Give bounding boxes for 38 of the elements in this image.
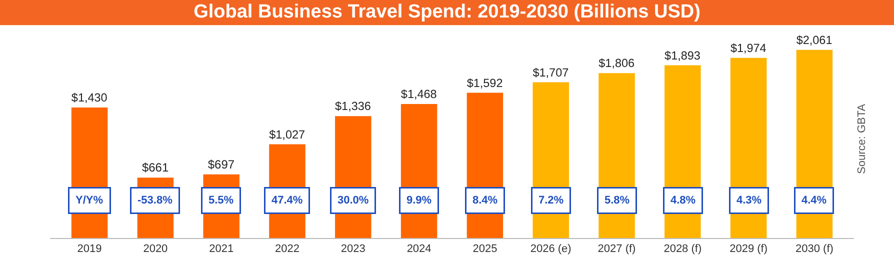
x-tick-label: 2026 (e) xyxy=(530,243,572,256)
x-tick-label: 2029 (f) xyxy=(730,243,768,256)
data-label: $1,592 xyxy=(466,76,503,90)
data-label: $1,336 xyxy=(335,100,372,114)
data-label: $2,061 xyxy=(796,34,832,47)
x-tick-label: 2027 (f) xyxy=(598,243,636,256)
x-tick-label: 2019 xyxy=(77,243,102,256)
data-label: $1,468 xyxy=(400,88,438,102)
annotation: Y/Y% xyxy=(76,194,104,206)
data-label: $1,430 xyxy=(71,92,108,105)
data-label: $1,974 xyxy=(730,42,767,55)
data-label: $1,893 xyxy=(664,49,701,62)
annotation: 5.8% xyxy=(604,194,630,206)
annotation: 8.4% xyxy=(472,194,498,206)
data-label: $661 xyxy=(142,160,169,175)
x-tick-label: 2022 xyxy=(275,243,300,256)
annotation: 5.5% xyxy=(208,194,234,206)
annotation: 30.0% xyxy=(338,194,369,206)
chart-title: Global Business Travel Spend: 2019-2030 (Billions USD) xyxy=(194,1,700,22)
x-tick-label: 2028 (f) xyxy=(664,243,702,256)
data-label: $697 xyxy=(208,157,235,172)
x-tick-label: 2023 xyxy=(340,243,366,256)
annotation: 7.2% xyxy=(538,194,564,206)
source-note: Source: GBTA xyxy=(856,103,868,174)
annotation: -53.8% xyxy=(138,194,173,206)
x-tick-label: 2024 xyxy=(406,243,432,256)
data-label: $1,027 xyxy=(269,128,306,142)
data-label: $1,707 xyxy=(532,66,569,80)
x-tick-label: 2025 xyxy=(472,243,498,256)
annotation: 4.8% xyxy=(670,194,696,206)
x-tick-label: 2020 xyxy=(143,243,168,256)
annotation: 47.4% xyxy=(272,194,303,206)
annotation: 4.3% xyxy=(736,194,762,206)
annotation: 4.4% xyxy=(802,194,827,206)
annotation: 9.9% xyxy=(406,194,432,206)
x-tick-label: 2030 (f) xyxy=(796,243,834,256)
data-label: $1,806 xyxy=(598,57,636,70)
x-tick-label: 2021 xyxy=(209,243,234,256)
